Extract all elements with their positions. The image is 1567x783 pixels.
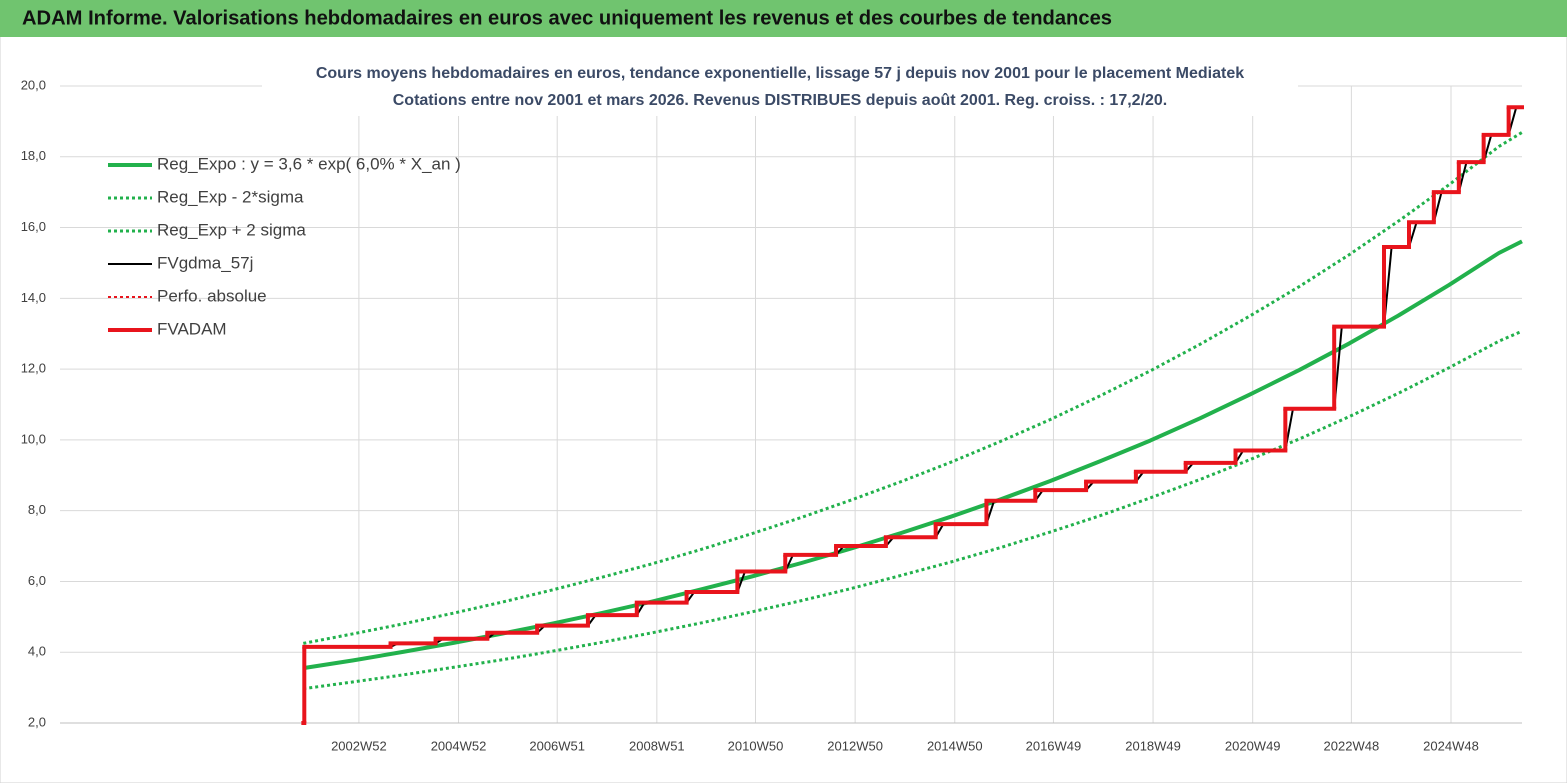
x-tick-label: 2024W48: [1423, 738, 1479, 753]
y-tick-label: 12,0: [21, 361, 46, 376]
chart-title: Cours moyens hebdomadaires en euros, ten…: [316, 65, 1244, 82]
y-tick-label: 8,0: [28, 502, 46, 517]
series-line: [303, 329, 1523, 691]
header-title: ADAM Informe. Valorisations hebdomadaire…: [22, 7, 1112, 29]
y-tick-label: 10,0: [21, 431, 46, 446]
x-tick-label: 2018W49: [1125, 738, 1181, 753]
series-line: [303, 131, 1523, 645]
y-tick-label: 18,0: [21, 148, 46, 163]
x-tick-label: 2002W52: [331, 738, 387, 753]
x-tick-label: 2022W48: [1324, 738, 1380, 753]
x-tick-label: 2016W49: [1026, 738, 1082, 753]
legend-label: FVgdma_57j: [157, 253, 253, 272]
legend-label: Reg_Exp + 2 sigma: [157, 220, 306, 239]
x-tick-label: 2012W50: [827, 738, 883, 753]
legend: Reg_Expo : y = 3,6 * exp( 6,0% * X_an ) R…: [108, 154, 461, 338]
x-tick-label: 2010W50: [728, 738, 784, 753]
title-box: [262, 60, 1298, 116]
grid: 2,0 4,0 6,0 8,0 10,0 12,0 14,0 16,0 18,0 20,0 2002…: [21, 77, 1522, 753]
legend-label: FVADAM: [157, 319, 227, 338]
x-tick-label: 2004W52: [431, 738, 487, 753]
y-tick-label: 14,0: [21, 290, 46, 305]
y-tick-label: 20,0: [21, 77, 46, 92]
legend-label: Reg_Exp - 2*sigma: [157, 187, 304, 206]
y-tick-label: 16,0: [21, 219, 46, 234]
legend-label: Reg_Expo : y = 3,6 * exp( 6,0% * X_an ): [157, 154, 461, 173]
x-tick-label: 2020W49: [1225, 738, 1281, 753]
y-tick-label: 6,0: [28, 573, 46, 588]
x-tick-label: 2014W50: [927, 738, 983, 753]
chart-subtitle: Cotations entre nov 2001 et mars 2026. R…: [393, 92, 1168, 109]
x-tick-label: 2006W51: [529, 738, 585, 753]
plot: [301, 105, 1524, 725]
x-tick-label: 2008W51: [629, 738, 685, 753]
legend-label: Perfo. absolue: [157, 286, 267, 305]
y-tick-label: 4,0: [28, 644, 46, 659]
header-bar: [0, 0, 1567, 37]
y-tick-label: 2,0: [28, 714, 46, 729]
